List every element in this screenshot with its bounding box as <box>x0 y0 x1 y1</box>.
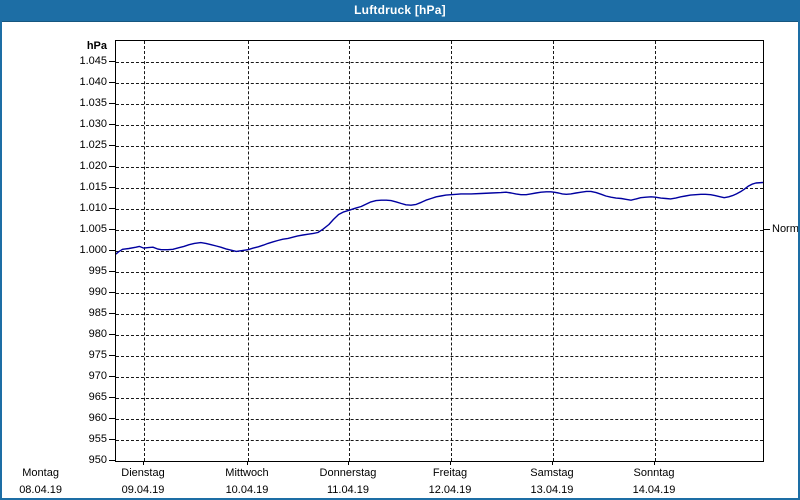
y-tick-label: 1.015 <box>79 180 107 193</box>
h-gridline <box>116 146 763 147</box>
h-gridline <box>116 272 763 273</box>
y-tick-label: 960 <box>88 411 107 424</box>
x-day-name-label: Dienstag <box>121 467 165 479</box>
h-gridline <box>116 83 763 84</box>
y-tick-label: 1.045 <box>79 54 107 67</box>
y-tick-mark <box>109 334 115 335</box>
plot-area <box>115 40 764 462</box>
x-day-name-label: Donnerstag <box>319 467 377 479</box>
x-tick-mark <box>551 461 553 465</box>
x-day-date-label: 14.04.19 <box>632 484 676 496</box>
y-tick-label: 985 <box>88 306 107 319</box>
y-axis-unit-label: hPa <box>86 40 107 52</box>
h-gridline <box>116 188 763 189</box>
pressure-line <box>116 181 763 255</box>
y-tick-mark <box>109 145 115 146</box>
y-tick-mark <box>109 439 115 440</box>
y-tick-mark <box>109 271 115 272</box>
y-tick-label: 970 <box>88 369 107 382</box>
x-day-name-label: Samstag <box>530 467 574 479</box>
h-gridline <box>116 419 763 420</box>
y-tick-mark <box>109 460 115 461</box>
y-tick-label: 1.020 <box>79 159 107 172</box>
y-tick-label: 1.035 <box>79 96 107 109</box>
x-tick-mark <box>347 461 349 465</box>
y-tick-mark <box>109 208 115 209</box>
h-gridline <box>116 293 763 294</box>
y-tick-label: 965 <box>88 390 107 403</box>
v-gridline-day-start <box>348 41 350 461</box>
y-tick-mark <box>109 61 115 62</box>
y-tick-label: 1.005 <box>79 222 107 235</box>
x-tick-mark <box>246 461 248 465</box>
y-tick-label: 995 <box>88 264 107 277</box>
x-day-date-label: 10.04.19 <box>225 484 269 496</box>
normal-tick-mark <box>764 229 770 230</box>
h-gridline <box>116 230 763 231</box>
y-tick-mark <box>109 376 115 377</box>
y-tick-mark <box>109 418 115 419</box>
y-tick-label: 955 <box>88 432 107 445</box>
x-day-name-label: Sonntag <box>633 467 675 479</box>
x-tick-mark <box>143 461 144 465</box>
y-tick-label: 1.025 <box>79 138 107 151</box>
h-gridline <box>116 125 763 126</box>
y-tick-mark <box>109 166 115 167</box>
h-gridline <box>116 398 763 399</box>
x-day-name-label: Montag <box>22 467 59 479</box>
y-tick-label: 1.030 <box>79 117 107 130</box>
x-tick-mark <box>450 461 452 465</box>
y-tick-label: 990 <box>88 285 107 298</box>
y-tick-mark <box>109 313 115 314</box>
y-tick-mark <box>109 250 115 251</box>
x-day-date-label: 08.04.19 <box>19 484 63 496</box>
h-gridline <box>116 62 763 63</box>
y-tick-label: 975 <box>88 348 107 361</box>
x-day-date-label: 12.04.19 <box>428 484 472 496</box>
x-day-name-label: Mittwoch <box>225 467 269 479</box>
y-tick-label: 1.010 <box>79 201 107 214</box>
h-gridline <box>116 356 763 357</box>
y-tick-label: 1.040 <box>79 75 107 88</box>
h-gridline <box>116 104 763 105</box>
h-gridline <box>116 335 763 336</box>
y-tick-mark <box>109 292 115 293</box>
v-gridline-day-start <box>552 41 554 461</box>
normal-marker-label: Normal <box>772 222 800 235</box>
h-gridline <box>116 209 763 210</box>
h-gridline <box>116 377 763 378</box>
h-gridline <box>116 251 763 252</box>
v-gridline-day-start <box>451 41 453 461</box>
v-gridline-day-start <box>144 41 145 461</box>
h-gridline <box>116 167 763 168</box>
y-tick-label: 950 <box>88 453 107 466</box>
y-tick-mark <box>109 124 115 125</box>
v-gridline-day-start <box>655 41 657 461</box>
x-day-date-label: 09.04.19 <box>121 484 165 496</box>
title-bar: Luftdruck [hPa] <box>0 0 800 22</box>
y-tick-mark <box>109 187 115 188</box>
x-tick-mark <box>654 461 656 465</box>
y-tick-mark <box>109 355 115 356</box>
y-tick-mark <box>109 103 115 104</box>
x-day-name-label: Freitag <box>432 467 468 479</box>
y-tick-label: 980 <box>88 327 107 340</box>
h-gridline <box>116 440 763 441</box>
y-tick-label: 1.000 <box>79 243 107 256</box>
h-gridline <box>116 314 763 315</box>
y-tick-mark <box>109 229 115 230</box>
x-day-date-label: 11.04.19 <box>326 484 369 496</box>
y-tick-mark <box>109 397 115 398</box>
pressure-line-chart <box>116 181 763 255</box>
x-day-date-label: 13.04.19 <box>530 484 574 496</box>
v-gridline-day-start <box>247 41 249 461</box>
y-tick-mark <box>109 82 115 83</box>
